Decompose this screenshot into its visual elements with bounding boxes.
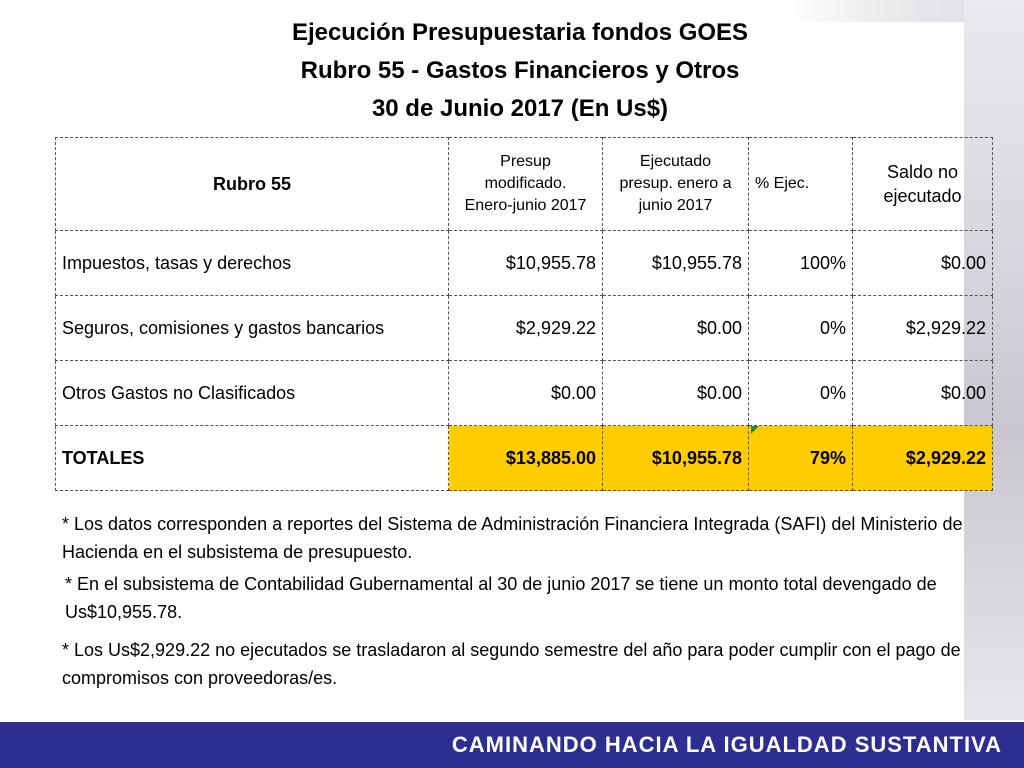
- cell-ejecutado: $0.00: [602, 295, 749, 361]
- cell-totals-saldo: $2,929.22: [852, 425, 993, 491]
- header-saldo-line1: Saldo no: [886, 162, 959, 182]
- header-ejecutado-line2: presup. enero a: [619, 175, 732, 192]
- cell-pct: 0%: [748, 360, 853, 426]
- cell-ejecutado: $0.00: [602, 360, 749, 426]
- cell-totals-pct: 79%: [748, 425, 853, 491]
- table-row: Otros Gastos no Clasificados $0.00 $0.00…: [55, 360, 993, 426]
- totals-row: TOTALES $13,885.00 $10,955.78 79% $2,929…: [55, 425, 993, 491]
- footnote-1: * Los datos corresponden a reportes del …: [62, 514, 963, 562]
- header-saldo-line2: ejecutado: [883, 186, 962, 206]
- cell-totals-presup: $13,885.00: [448, 425, 603, 491]
- header-rubro-label: Rubro 55: [212, 174, 291, 194]
- cell-rubro: Seguros, comisiones y gastos bancarios: [55, 295, 449, 361]
- table-row: Impuestos, tasas y derechos $10,955.78 $…: [55, 230, 993, 296]
- cell-comment-marker-icon: [751, 426, 759, 434]
- title-line-2: Rubro 55 - Gastos Financieros y Otros: [300, 57, 740, 84]
- cell-saldo: $2,929.22: [852, 295, 993, 361]
- header-ejecutado: Ejecutado presup. enero a junio 2017: [602, 137, 749, 231]
- header-presup-line3: Enero-junio 2017: [464, 197, 587, 214]
- budget-table: Rubro 55 Presup modificado. Enero-junio …: [55, 137, 993, 491]
- header-pct-ejec: % Ejec.: [748, 137, 853, 231]
- header-rubro: Rubro 55: [55, 137, 449, 231]
- cell-totals-ejecutado: $10,955.78: [602, 425, 749, 491]
- cell-ejecutado: $10,955.78: [602, 230, 749, 296]
- footnotes: * Los datos corresponden a reportes del …: [62, 510, 982, 696]
- footer-slogan: CAMINANDO HACIA LA IGUALDAD SUSTANTIVA: [451, 732, 1002, 757]
- footnote-2: * En el subsistema de Contabilidad Guber…: [65, 574, 937, 622]
- header-presup: Presup modificado. Enero-junio 2017: [448, 137, 603, 231]
- cell-presup: $10,955.78: [448, 230, 603, 296]
- cell-presup: $2,929.22: [448, 295, 603, 361]
- header-ejecutado-line1: Ejecutado: [639, 153, 712, 170]
- cell-pct: 0%: [748, 295, 853, 361]
- budget-table-container: Rubro 55 Presup modificado. Enero-junio …: [55, 137, 993, 491]
- title-line-3: 30 de Junio 2017 (En Us$): [371, 95, 669, 122]
- table-row: Seguros, comisiones y gastos bancarios $…: [55, 295, 993, 361]
- header-ejecutado-line3: junio 2017: [638, 197, 713, 214]
- table-header-row: Rubro 55 Presup modificado. Enero-junio …: [55, 137, 993, 231]
- cell-rubro: Impuestos, tasas y derechos: [55, 230, 449, 296]
- cell-rubro: Otros Gastos no Clasificados: [55, 360, 449, 426]
- cell-saldo: $0.00: [852, 360, 993, 426]
- cell-pct: 100%: [748, 230, 853, 296]
- footnote-3: * Los Us$2,929.22 no ejecutados se trasl…: [62, 640, 961, 688]
- cell-totals-label: TOTALES: [55, 425, 449, 491]
- cell-presup: $0.00: [448, 360, 603, 426]
- cell-saldo: $0.00: [852, 230, 993, 296]
- slide-title: Ejecución Presupuestaria fondos GOES Rub…: [0, 14, 1024, 128]
- header-pct-label: % Ejec.: [755, 175, 810, 192]
- header-presup-line2: modificado.: [484, 175, 567, 192]
- header-saldo: Saldo no ejecutado: [852, 137, 993, 231]
- header-presup-line1: Presup: [500, 153, 551, 170]
- footer-banner: CAMINANDO HACIA LA IGUALDAD SUSTANTIVA: [0, 722, 1024, 768]
- title-line-1: Ejecución Presupuestaria fondos GOES: [291, 19, 749, 46]
